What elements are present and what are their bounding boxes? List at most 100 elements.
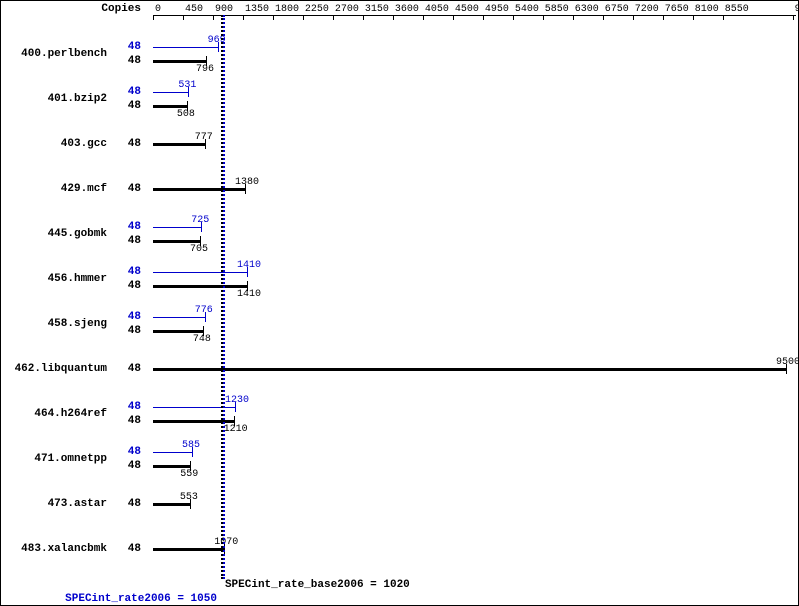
base-copies: 48 bbox=[128, 183, 141, 195]
xaxis-tickmark bbox=[723, 15, 724, 20]
base-bar bbox=[153, 105, 187, 108]
ref-label-peak: SPECint_rate2006 = 1050 bbox=[65, 593, 217, 605]
peak-value: 1410 bbox=[237, 260, 261, 271]
base-copies: 48 bbox=[128, 325, 141, 337]
benchmark-name: 462.libquantum bbox=[15, 363, 107, 375]
ref-label-base: SPECint_rate_base2006 = 1020 bbox=[225, 579, 410, 591]
ref-line-peak bbox=[223, 15, 225, 579]
peak-bar bbox=[153, 452, 192, 453]
base-copies: 48 bbox=[128, 363, 141, 375]
xaxis-tickmark bbox=[333, 15, 334, 20]
xaxis-tick-label: 6750 bbox=[605, 4, 629, 15]
peak-value: 776 bbox=[195, 305, 213, 316]
copies-header: Copies bbox=[101, 3, 141, 15]
base-value: 748 bbox=[193, 334, 211, 345]
xaxis-tick-label: 2250 bbox=[305, 4, 329, 15]
base-copies: 48 bbox=[128, 280, 141, 292]
benchmark-name: 445.gobmk bbox=[48, 228, 107, 240]
xaxis-tickmark bbox=[393, 15, 394, 20]
xaxis-tickmark bbox=[513, 15, 514, 20]
base-bar bbox=[153, 60, 206, 63]
base-copies: 48 bbox=[128, 235, 141, 247]
benchmark-name: 400.perlbench bbox=[21, 48, 107, 60]
base-bar bbox=[153, 368, 786, 371]
xaxis-tickmark bbox=[363, 15, 364, 20]
xaxis-tickmark bbox=[603, 15, 604, 20]
benchmark-name: 464.h264ref bbox=[34, 408, 107, 420]
xaxis-tick-label: 2700 bbox=[335, 4, 359, 15]
benchmark-name: 473.astar bbox=[48, 498, 107, 510]
xaxis-tick-label: 6300 bbox=[575, 4, 599, 15]
xaxis-tick-label: 7650 bbox=[665, 4, 689, 15]
peak-value: 585 bbox=[182, 440, 200, 451]
xaxis-tick-label: 4050 bbox=[425, 4, 449, 15]
xaxis-tick-label: 900 bbox=[215, 4, 233, 15]
base-copies: 48 bbox=[128, 460, 141, 472]
base-copies: 48 bbox=[128, 543, 141, 555]
benchmark-name: 456.hmmer bbox=[48, 273, 107, 285]
base-value: 559 bbox=[180, 469, 198, 480]
base-value: 705 bbox=[190, 244, 208, 255]
benchmark-name: 458.sjeng bbox=[48, 318, 107, 330]
peak-copies: 48 bbox=[128, 446, 141, 458]
base-value: 796 bbox=[196, 64, 214, 75]
xaxis-tick-label: 1350 bbox=[245, 4, 269, 15]
peak-copies: 48 bbox=[128, 86, 141, 98]
xaxis-tick-label: 3150 bbox=[365, 4, 389, 15]
benchmark-name: 403.gcc bbox=[61, 138, 107, 150]
base-value: 9500 bbox=[776, 357, 799, 368]
xaxis-tickmark bbox=[543, 15, 544, 20]
xaxis-tickmark bbox=[213, 15, 214, 20]
base-bar bbox=[153, 465, 190, 468]
peak-bar bbox=[153, 272, 247, 273]
xaxis-tickmark bbox=[663, 15, 664, 20]
peak-copies: 48 bbox=[128, 311, 141, 323]
xaxis-tickmark bbox=[633, 15, 634, 20]
base-copies: 48 bbox=[128, 415, 141, 427]
peak-bar bbox=[153, 92, 188, 93]
xaxis-tickmark bbox=[423, 15, 424, 20]
ref-line-base bbox=[221, 15, 223, 579]
xaxis-tick-label: 9600 bbox=[795, 4, 799, 15]
benchmark-name: 429.mcf bbox=[61, 183, 107, 195]
xaxis-tickmark bbox=[793, 15, 794, 20]
xaxis-tickmark bbox=[453, 15, 454, 20]
base-bar bbox=[153, 240, 200, 243]
peak-copies: 48 bbox=[128, 41, 141, 53]
xaxis-tick-label: 450 bbox=[185, 4, 203, 15]
xaxis-tickmark bbox=[303, 15, 304, 20]
xaxis-tick-label: 0 bbox=[155, 4, 161, 15]
xaxis-tickmark bbox=[573, 15, 574, 20]
base-copies: 48 bbox=[128, 55, 141, 67]
base-value: 777 bbox=[195, 132, 213, 143]
peak-bar bbox=[153, 227, 201, 228]
base-bar bbox=[153, 285, 247, 288]
peak-copies: 48 bbox=[128, 401, 141, 413]
xaxis-tickmark bbox=[243, 15, 244, 20]
xaxis-tick-label: 1800 bbox=[275, 4, 299, 15]
xaxis-tickmark bbox=[273, 15, 274, 20]
xaxis-tickmark bbox=[153, 15, 154, 20]
xaxis-tick-label: 8100 bbox=[695, 4, 719, 15]
xaxis-tickmark bbox=[693, 15, 694, 20]
base-value: 1380 bbox=[235, 177, 259, 188]
peak-value: 725 bbox=[191, 215, 209, 226]
xaxis-tick-label: 3600 bbox=[395, 4, 419, 15]
base-value: 1210 bbox=[224, 424, 248, 435]
xaxis-tick-label: 7200 bbox=[635, 4, 659, 15]
base-value: 508 bbox=[177, 109, 195, 120]
xaxis-tick-label: 5400 bbox=[515, 4, 539, 15]
xaxis-line bbox=[153, 15, 796, 16]
xaxis-tick-label: 4950 bbox=[485, 4, 509, 15]
base-value: 1070 bbox=[214, 537, 238, 548]
base-copies: 48 bbox=[128, 498, 141, 510]
benchmark-name: 401.bzip2 bbox=[48, 93, 107, 105]
peak-copies: 48 bbox=[128, 266, 141, 278]
base-value: 553 bbox=[180, 492, 198, 503]
xaxis-tick-label: 4500 bbox=[455, 4, 479, 15]
benchmark-name: 471.omnetpp bbox=[34, 453, 107, 465]
xaxis-tick-label: 5850 bbox=[545, 4, 569, 15]
peak-copies: 48 bbox=[128, 221, 141, 233]
base-bar bbox=[153, 330, 203, 333]
peak-bar bbox=[153, 47, 218, 48]
